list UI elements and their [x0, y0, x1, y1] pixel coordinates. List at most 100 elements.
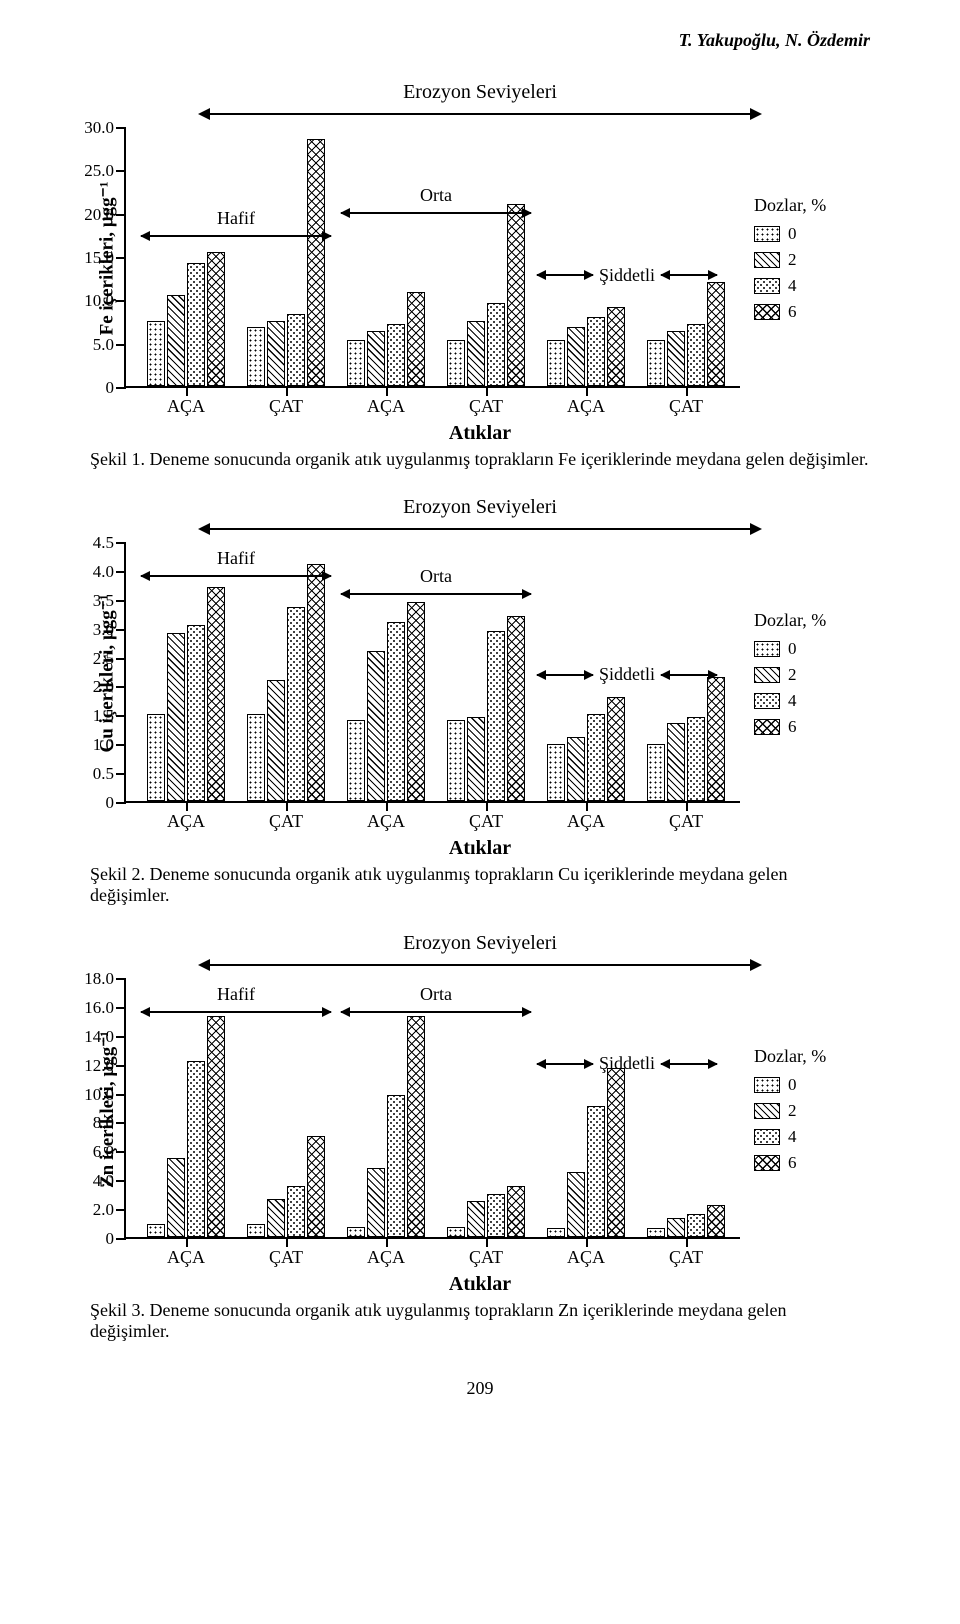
y-tick [116, 686, 126, 688]
bar [167, 295, 185, 386]
fig2-xlabel: Atıklar [90, 837, 870, 860]
bar-group [247, 139, 325, 386]
bar [387, 1095, 405, 1237]
bar [467, 1201, 485, 1237]
x-tick-label: ÇAT [669, 396, 703, 417]
legend-label: 0 [788, 1075, 797, 1095]
y-tick [116, 978, 126, 980]
legend-label: 0 [788, 639, 797, 659]
x-tick [386, 1237, 388, 1247]
x-tick [586, 1237, 588, 1247]
bar [347, 1227, 365, 1237]
legend-swatch [754, 1103, 780, 1119]
bar [287, 314, 305, 386]
y-tick-label: 12.0 [84, 1056, 114, 1076]
y-tick-label: 3.5 [93, 591, 114, 611]
x-tick-label: AÇA [167, 811, 205, 832]
y-tick-label: 4.0 [93, 562, 114, 582]
bar [507, 1186, 525, 1237]
fig2-plot: 00.51.01.52.02.53.03.54.04.5AÇAÇATAÇAÇAT… [124, 543, 740, 803]
sub-arrow-label: Şiddetli [599, 265, 655, 286]
y-tick-label: 3.0 [93, 620, 114, 640]
bar [367, 651, 385, 801]
bar [467, 321, 485, 386]
legend-swatch [754, 226, 780, 242]
x-tick-label: AÇA [567, 811, 605, 832]
y-tick-label: 0.5 [93, 764, 114, 784]
x-tick [686, 801, 688, 811]
bar [387, 622, 405, 801]
x-tick-label: AÇA [367, 811, 405, 832]
legend-label: 2 [788, 1101, 797, 1121]
x-tick [186, 1237, 188, 1247]
bar [187, 263, 205, 386]
bar [707, 282, 725, 386]
legend-swatch [754, 304, 780, 320]
y-tick [116, 744, 126, 746]
sub-arrow-label: Orta [420, 984, 452, 1005]
bar [547, 1228, 565, 1237]
x-tick-label: AÇA [567, 396, 605, 417]
bar [247, 327, 265, 386]
x-tick-label: AÇA [367, 1247, 405, 1268]
legend-label: 2 [788, 250, 797, 270]
bar [547, 340, 565, 386]
legend-title: Dozlar, % [754, 195, 870, 216]
bar [187, 625, 205, 801]
x-tick [286, 801, 288, 811]
bar [407, 292, 425, 386]
y-tick-label: 0 [106, 1229, 115, 1249]
legend-item: 0 [754, 639, 870, 659]
legend-label: 6 [788, 717, 797, 737]
y-tick-label: 4.0 [93, 1171, 114, 1191]
bar [407, 1016, 425, 1237]
y-tick-label: 0 [106, 793, 115, 813]
bar [367, 331, 385, 386]
bar-group [247, 564, 325, 801]
y-tick [116, 257, 126, 259]
legend-swatch [754, 252, 780, 268]
bar [307, 139, 325, 386]
bar-group [147, 252, 225, 386]
y-tick-label: 1.5 [93, 706, 114, 726]
y-tick [116, 802, 126, 804]
legend-swatch [754, 278, 780, 294]
x-tick-label: ÇAT [469, 811, 503, 832]
y-tick [116, 629, 126, 631]
x-tick-label: ÇAT [469, 396, 503, 417]
sub-arrow-label: Hafif [217, 548, 255, 569]
bar [287, 1186, 305, 1237]
y-tick [116, 773, 126, 775]
y-tick [116, 387, 126, 389]
sub-arrow-hafif: Hafif [141, 1005, 331, 1019]
x-tick-label: AÇA [167, 396, 205, 417]
sub-arrow-siddetli: Şiddetli [537, 1053, 717, 1074]
bar [267, 680, 285, 801]
bar [147, 714, 165, 801]
bar [347, 340, 365, 386]
x-tick [386, 801, 388, 811]
y-tick-label: 6.0 [93, 1142, 114, 1162]
legend-title: Dozlar, % [754, 610, 870, 631]
fig1-xlabel: Atıklar [90, 422, 870, 445]
bar [407, 602, 425, 801]
bar [607, 697, 625, 801]
x-tick [286, 1237, 288, 1247]
figure-3: Erozyon Seviyeleri Zn içerikleri, µgg⁻¹ … [90, 932, 870, 1296]
bar [487, 631, 505, 801]
bar-group [547, 1068, 625, 1237]
x-tick-label: AÇA [567, 1247, 605, 1268]
legend-item: 2 [754, 665, 870, 685]
bar-group [347, 292, 425, 386]
legend-item: 4 [754, 691, 870, 711]
bar [347, 720, 365, 801]
y-tick-label: 15.0 [84, 248, 114, 268]
y-tick [116, 1209, 126, 1211]
bar [507, 204, 525, 386]
fig3-ylabel: Zn içerikleri, µgg⁻¹ [96, 1030, 119, 1187]
sub-arrow-label: Şiddetli [599, 1053, 655, 1074]
bar [487, 303, 505, 386]
sub-arrow-label: Orta [420, 185, 452, 206]
x-tick [486, 386, 488, 396]
fig1-caption: Şekil 1. Deneme sonucunda organik atık u… [90, 449, 870, 470]
